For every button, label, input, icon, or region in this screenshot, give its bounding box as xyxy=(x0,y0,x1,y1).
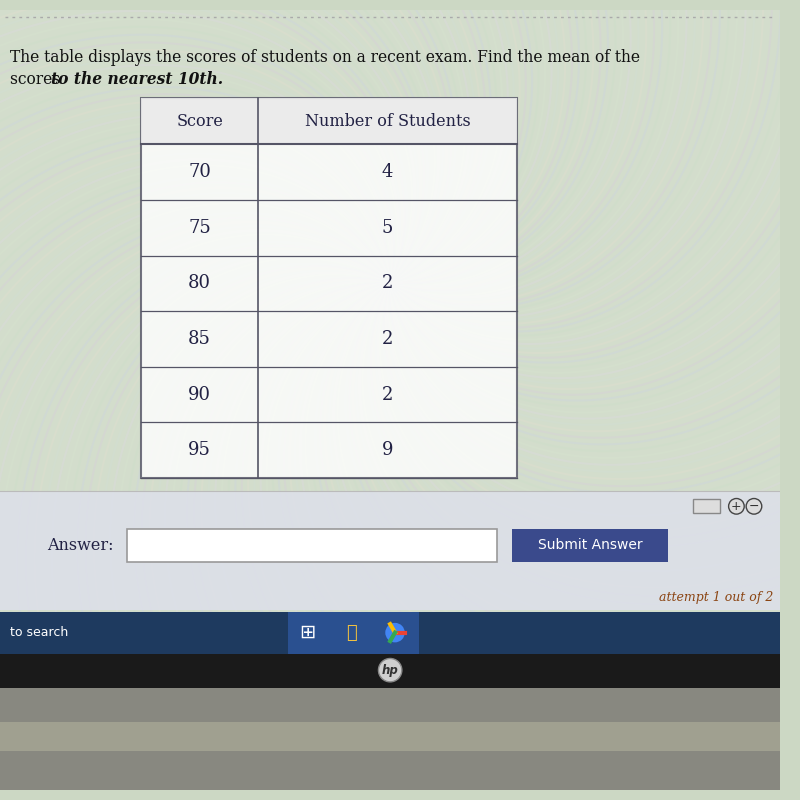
Text: scores: scores xyxy=(10,71,65,88)
Text: +: + xyxy=(731,500,742,513)
Bar xyxy=(126,529,498,562)
Text: ⊞: ⊞ xyxy=(299,623,315,642)
Circle shape xyxy=(746,498,762,514)
Text: hp: hp xyxy=(382,664,398,677)
Text: Answer:: Answer: xyxy=(47,537,114,554)
Text: The table displays the scores of students on a recent exam. Find the mean of the: The table displays the scores of student… xyxy=(10,49,640,66)
Text: Submit Answer: Submit Answer xyxy=(538,538,642,552)
Text: 75: 75 xyxy=(188,219,211,237)
Bar xyxy=(0,654,780,688)
Text: 90: 90 xyxy=(188,386,211,404)
Text: attempt 1 out of 2: attempt 1 out of 2 xyxy=(659,591,774,604)
Text: Number of Students: Number of Students xyxy=(305,113,470,130)
Text: 9: 9 xyxy=(382,442,393,459)
Bar xyxy=(142,98,517,478)
Circle shape xyxy=(386,623,405,642)
Text: 85: 85 xyxy=(188,330,211,348)
Text: 🗂: 🗂 xyxy=(346,624,357,642)
Bar xyxy=(512,529,668,562)
Text: 2: 2 xyxy=(382,386,393,404)
Text: 5: 5 xyxy=(382,219,393,237)
Text: 70: 70 xyxy=(188,163,211,182)
Bar xyxy=(0,612,780,654)
Bar xyxy=(288,612,419,654)
Bar xyxy=(0,722,780,751)
Text: −: − xyxy=(749,500,759,513)
Text: to search: to search xyxy=(10,626,68,639)
Text: Score: Score xyxy=(176,113,223,130)
Bar xyxy=(142,98,517,145)
Text: 4: 4 xyxy=(382,163,393,182)
Text: to the nearest 10th.: to the nearest 10th. xyxy=(50,71,223,88)
Bar xyxy=(0,688,780,790)
Bar xyxy=(0,490,780,610)
Text: 2: 2 xyxy=(382,274,393,293)
Text: 2: 2 xyxy=(382,330,393,348)
Text: 95: 95 xyxy=(188,442,211,459)
Bar xyxy=(693,499,720,513)
Circle shape xyxy=(378,658,402,682)
Text: 80: 80 xyxy=(188,274,211,293)
Circle shape xyxy=(729,498,744,514)
